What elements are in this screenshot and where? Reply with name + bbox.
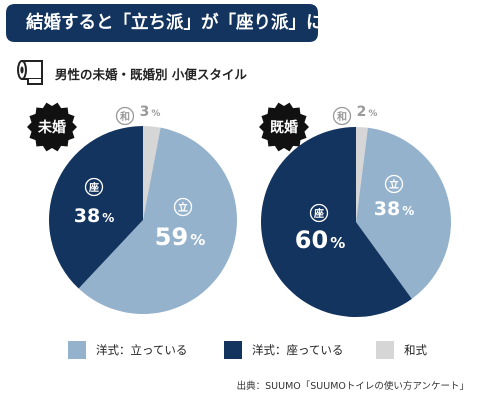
badge-text-standing: 立 [389, 178, 399, 191]
legend-item-sitting: 洋式：座っている [224, 340, 343, 360]
source-note: 出典：SUUMO「SUUMOトイレの使い方アンケート」 [236, 381, 469, 392]
legend-label-sitting: 洋式：座っている [252, 343, 344, 357]
legend-item-japanese: 和式 [376, 340, 427, 360]
data-label-sitting: 38% [74, 205, 114, 227]
badge-text-sitting: 座 [88, 181, 99, 194]
pie-slice-japanese [143, 126, 161, 220]
title-banner: 結婚すると「立ち派」が「座り派」に [6, 4, 324, 54]
banner-shape [6, 4, 318, 54]
badge-circle-japanese [332, 106, 352, 126]
pie-slice-sitting [49, 126, 143, 289]
pie-slice-japanese [356, 127, 368, 222]
badge-circle-japanese [115, 106, 135, 126]
pie-slice-standing [78, 127, 237, 314]
badge-circle-sitting [309, 203, 329, 223]
chart-subtitle: 男性の未婚・既婚別 小便スタイル [55, 67, 247, 82]
legend-item-standing: 洋式：立っている [68, 340, 187, 360]
data-label-sitting: 60% [295, 226, 345, 254]
legend-swatch-standing [68, 341, 86, 359]
legend-label-standing: 洋式：立っている [96, 343, 188, 357]
chart-title: 既婚 [270, 119, 298, 136]
badge-circle-sitting [84, 177, 104, 197]
badge-text-standing: 立 [178, 201, 188, 214]
data-label-japanese: 3% [140, 104, 161, 120]
chart-title: 未婚 [38, 119, 66, 136]
chart-badge [27, 102, 77, 152]
page-title: 結婚すると「立ち派」が「座り派」に [26, 13, 324, 33]
legend-swatch-sitting [224, 341, 242, 359]
badge-text-sitting: 座 [313, 207, 324, 220]
toilet-paper-icon [16, 58, 46, 86]
chart-badge [259, 102, 309, 152]
pie-slice-standing [356, 127, 452, 299]
badge-text-japanese: 和 [336, 110, 347, 123]
data-label-standing: 38% [374, 198, 414, 220]
badge-circle-standing [384, 174, 404, 194]
badge-text-japanese: 和 [119, 110, 130, 123]
legend-label-japanese: 和式 [404, 343, 427, 357]
pie-slice-sitting [261, 127, 412, 318]
data-label-standing: 59% [155, 223, 205, 251]
data-label-japanese: 2% [357, 104, 378, 120]
legend-swatch-japanese [376, 341, 394, 359]
badge-circle-standing [173, 197, 193, 217]
